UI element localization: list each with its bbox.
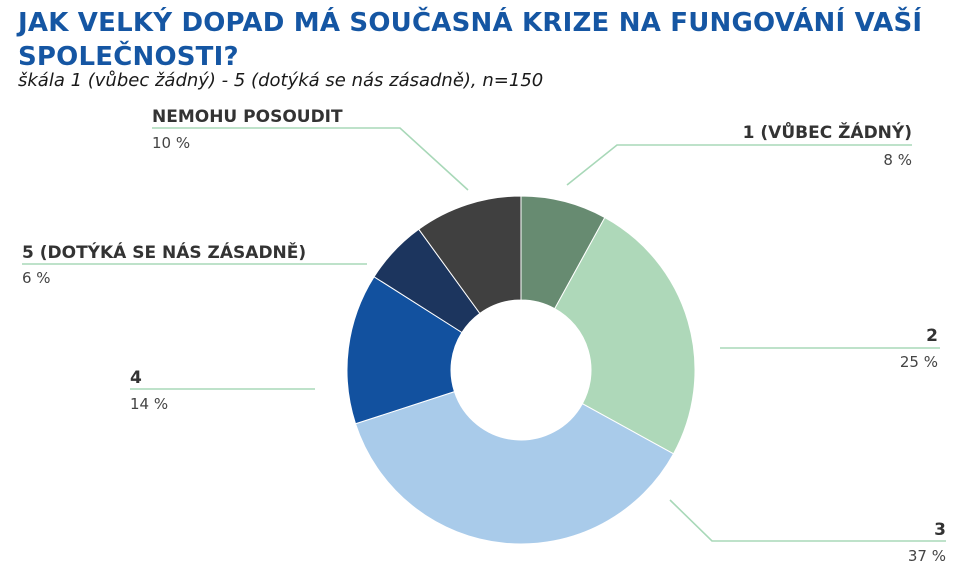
label-value-5: 6 % [22,269,51,287]
label-name-1: 1 (VŮBEC ŽÁDNÝ) [743,120,912,143]
donut-slice-4 [346,276,463,425]
leader-line-6 [152,127,469,191]
chart-title: JAK VELKÝ DOPAD MÁ SOUČASNÁ KRIZE NA FUN… [18,8,923,72]
chart-subtitle: škála 1 (vůbec žádný) - 5 (dotýká se nás… [18,70,544,91]
label-name-2: 2 [926,326,938,346]
donut-slices [346,195,696,545]
label-name-3: 3 [934,520,946,540]
label-name-5: 5 (DOTÝKÁ SE NÁS ZÁSADNĚ) [22,241,306,263]
label-value-6: 10 % [152,134,190,152]
donut-slice-2 [554,216,696,455]
donut-slice-3 [354,391,675,545]
label-name-4: 4 [130,368,142,388]
label-value-2: 25 % [900,353,938,371]
label-value-3: 37 % [908,547,946,565]
donut-slice-6 [418,195,522,315]
label-name-6: NEMOHU POSOUDIT [152,107,343,127]
leader-line-3 [669,499,946,542]
leader-line-1 [566,144,912,186]
label-value-4: 14 % [130,395,168,413]
label-value-1: 8 % [883,151,912,169]
